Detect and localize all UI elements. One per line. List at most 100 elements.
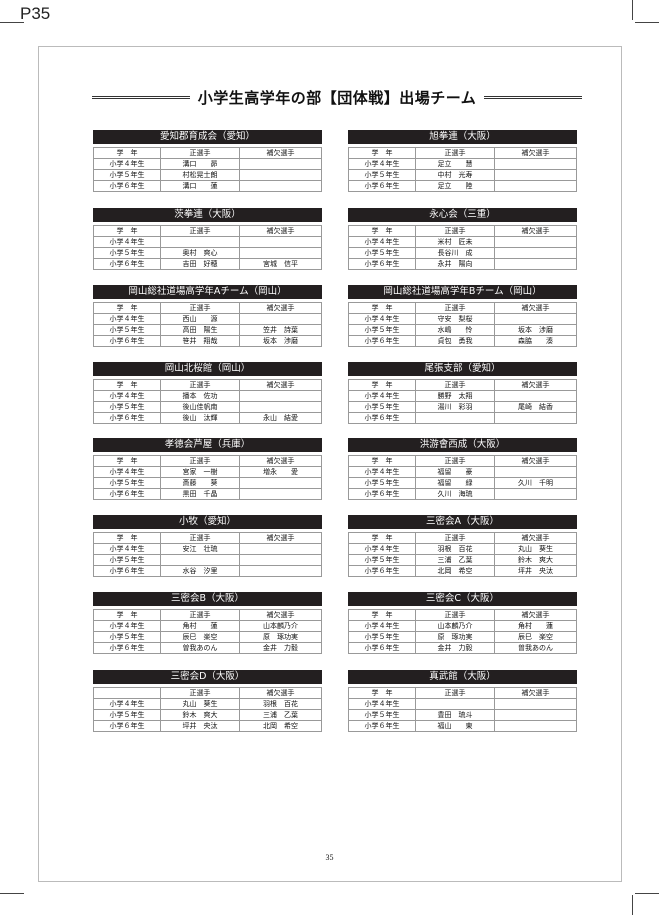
roster-table: 学 年正選手 補欠選手 小学４年生 守安 梨桜 小学５年生 水嶋 怜坂本 涉磨 小学６年生貞… xyxy=(348,302,577,347)
table-row: 小学５年生 湯川 彩羽 尾崎 結香 xyxy=(348,401,577,413)
main-player-cell: 守安 梨桜 xyxy=(415,313,495,325)
main-player-cell: 播本 佐功 xyxy=(160,390,240,402)
header-row: 学 年正選手 補欠選手 xyxy=(348,147,577,159)
main-player-cell: 足立 慧 xyxy=(415,158,495,170)
sub-player-cell: 久川 千明 xyxy=(494,477,577,489)
sub-player-cell: 永山 結愛 xyxy=(239,412,322,424)
table-row: 小学５年生 鈴木 爽大 三浦 乙葉 xyxy=(93,709,322,721)
page-title: 小学生高学年の部【団体戦】出場チーム xyxy=(197,88,477,107)
sub-player-cell xyxy=(494,180,577,192)
grade-cell: 小学６年生 xyxy=(93,335,161,347)
main-player-cell xyxy=(415,412,495,424)
header-main: 正選手 xyxy=(415,302,495,314)
grade-cell: 小学６年生 xyxy=(348,412,416,424)
header-main: 正選手 xyxy=(415,455,495,467)
table-row: 小学４年生 安江 壮琉 xyxy=(93,543,322,555)
roster-table: 学 年正選手 補欠選手 小学４年生 小学５年生 奥村 爽心 小学６年生 吉田 好穂 宮城 信平 xyxy=(93,225,322,270)
header-grade: 学 年 xyxy=(348,455,416,467)
grade-cell: 小学４年生 xyxy=(348,543,416,555)
team-name: 三密会C（大阪） xyxy=(348,592,577,606)
grade-cell: 小学４年生 xyxy=(348,236,416,248)
header-sub: 補欠選手 xyxy=(494,532,577,544)
sub-player-cell: 原 琢功実 xyxy=(239,631,322,643)
grade-cell: 小学４年生 xyxy=(93,466,161,478)
sub-player-cell: 鈴木 爽大 xyxy=(494,554,577,566)
table-row: 小学４年生 角村 蓮山本麟乃介 xyxy=(93,620,322,632)
header-row: 学 年正選手 補欠選手 xyxy=(348,609,577,621)
grade-cell: 小学６年生 xyxy=(348,258,416,270)
main-player-cell: 福留 緑 xyxy=(415,477,495,489)
table-row: 小学６年生 足立 陸 xyxy=(348,180,577,192)
sub-player-cell xyxy=(239,180,322,192)
table-row: 小学５年生 豊田 琉斗 xyxy=(348,709,577,721)
header-main: 正選手 xyxy=(160,302,240,314)
main-player-cell: 角村 蓮 xyxy=(160,620,240,632)
sub-player-cell xyxy=(239,169,322,181)
team-table: 三密会B（大阪） 学 年正選手 補欠選手 小学４年生 角村 蓮山本麟乃介 小学５年生 辰巳 … xyxy=(93,592,322,654)
roster-table: 学 年正選手 補欠選手 小学４年生 溝口 昴小学５年生 村松晃士朗 小学６年生 溝口 蓮 xyxy=(93,147,322,192)
main-player-cell xyxy=(160,236,240,248)
crop-mark xyxy=(635,22,659,23)
header-row: 学 年正選手 補欠選手 xyxy=(93,532,322,544)
roster-table: 学 年正選手 補欠選手 小学４年生 宮家 一樹 増永 愛小学５年生 斎藤 葵小学６年生 黒田… xyxy=(93,455,322,500)
table-row: 小学４年生 xyxy=(93,236,322,248)
grade-cell: 小学５年生 xyxy=(348,401,416,413)
title-rule xyxy=(484,95,582,99)
sub-player-cell xyxy=(239,401,322,413)
header-sub: 補欠選手 xyxy=(494,609,577,621)
table-row: 小学４年生 溝口 昴 xyxy=(93,158,322,170)
table-row: 小学４年生 山本麟乃介 角村 蓮 xyxy=(348,620,577,632)
page-frame xyxy=(38,46,622,882)
main-player-cell: 後山佳帆南 xyxy=(160,401,240,413)
sub-player-cell: 宮城 信平 xyxy=(239,258,322,270)
table-row: 小学６年生 水谷 汐里 xyxy=(93,565,322,577)
grade-cell: 小学６年生 xyxy=(348,488,416,500)
crop-mark xyxy=(0,893,24,894)
sub-player-cell: 増永 愛 xyxy=(239,466,322,478)
grade-cell: 小学４年生 xyxy=(93,698,161,710)
grade-cell: 小学５年生 xyxy=(93,401,161,413)
sub-player-cell xyxy=(239,236,322,248)
main-player-cell: 斎藤 葵 xyxy=(160,477,240,489)
header-main: 正選手 xyxy=(415,225,495,237)
grade-cell: 小学６年生 xyxy=(93,180,161,192)
table-row: 小学６年生 黒田 千晶 xyxy=(93,488,322,500)
header-grade: 学 年 xyxy=(93,532,161,544)
page-number: 35 xyxy=(325,853,334,862)
main-player-cell: 曽我あのん xyxy=(160,642,240,654)
main-player-cell: 羽根 百花 xyxy=(415,543,495,555)
sub-player-cell xyxy=(494,169,577,181)
grade-cell: 小学４年生 xyxy=(93,390,161,402)
table-row: 小学５年生 水嶋 怜坂本 涉磨 xyxy=(348,324,577,336)
header-row: 学 年正選手 補欠選手 xyxy=(93,609,322,621)
sub-player-cell: 金井 力毅 xyxy=(239,642,322,654)
sub-player-cell xyxy=(239,477,322,489)
sub-player-cell: 羽根 百花 xyxy=(239,698,322,710)
grade-cell: 小学５年生 xyxy=(348,247,416,259)
grade-cell: 小学４年生 xyxy=(348,698,416,710)
header-main: 正選手 xyxy=(415,532,495,544)
grade-cell: 小学６年生 xyxy=(348,180,416,192)
grade-cell: 小学５年生 xyxy=(93,554,161,566)
grade-cell: 小学６年生 xyxy=(348,642,416,654)
header-row: 学 年正選手 補欠選手 xyxy=(348,532,577,544)
main-player-cell: 豊田 琉斗 xyxy=(415,709,495,721)
header-sub: 補欠選手 xyxy=(494,147,577,159)
table-row: 小学６年生 曽我あのん 金井 力毅 xyxy=(93,642,322,654)
table-row: 小学５年生原 琢功実 辰巳 楽空 xyxy=(348,631,577,643)
table-row: 小学５年生 長谷川 成 xyxy=(348,247,577,259)
header-row: 学 年正選手 補欠選手 xyxy=(348,302,577,314)
grade-cell: 小学５年生 xyxy=(93,169,161,181)
team-name: 洪游會西成（大阪） xyxy=(348,438,577,452)
header-main: 正選手 xyxy=(160,687,240,699)
sub-player-cell: 北岡 希空 xyxy=(239,720,322,732)
team-table: 岡山北桜館（岡山） 学 年正選手 補欠選手 小学４年生 播本 佐功 小学５年生 後山佳帆南小… xyxy=(93,362,322,424)
header-sub: 補欠選手 xyxy=(239,225,322,237)
main-player-cell: 山本麟乃介 xyxy=(415,620,495,632)
main-player-cell: 溝口 蓮 xyxy=(160,180,240,192)
team-table: 洪游會西成（大阪） 学 年正選手 補欠選手 小学４年生 福留 豪小学５年生 福留 緑久川 … xyxy=(348,438,577,500)
team-table: 茨拳連（大阪） 学 年正選手 補欠選手 小学４年生 小学５年生 奥村 爽心 小学６年生 吉田 … xyxy=(93,208,322,270)
team-name: 旭拳連（大阪） xyxy=(348,130,577,144)
sub-player-cell xyxy=(494,236,577,248)
header-row: 学 年正選手 補欠選手 xyxy=(93,455,322,467)
